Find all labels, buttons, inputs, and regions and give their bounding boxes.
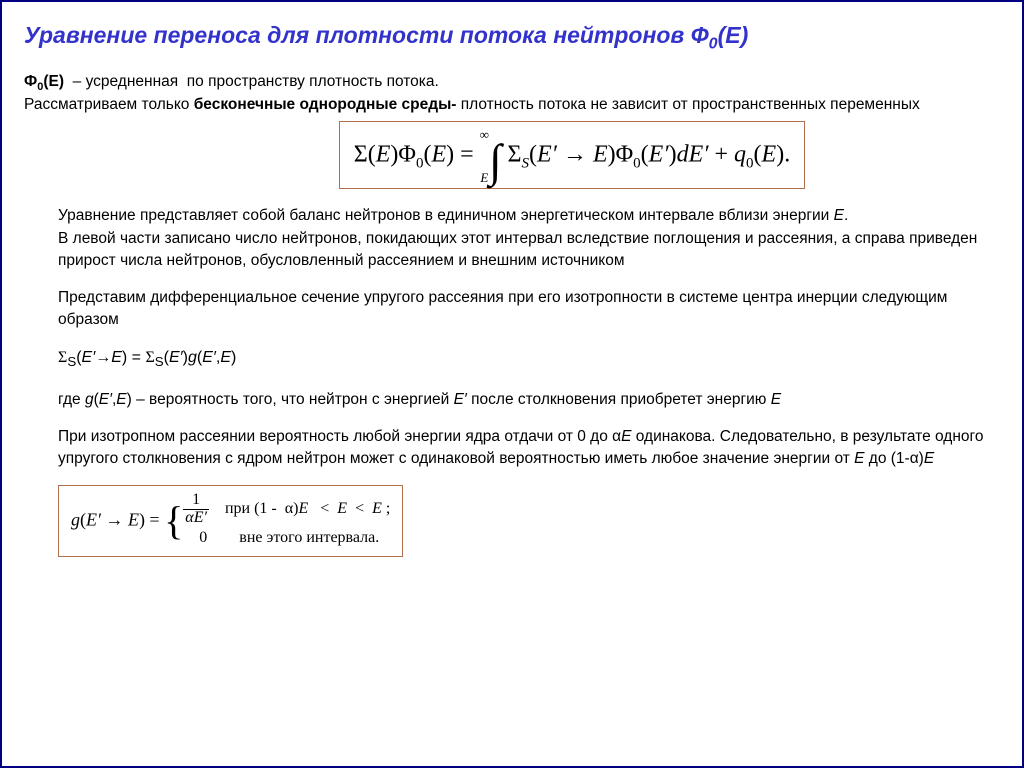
paragraph-isotropic: При изотропном рассеянии вероятность люб… bbox=[58, 426, 1000, 471]
paragraph-balance: Уравнение представляет собой баланс нейт… bbox=[58, 205, 1000, 272]
slide-frame: Уравнение переноса для плотности потока … bbox=[0, 0, 1024, 768]
paragraph-represent: Представим дифференциальное сечение упру… bbox=[58, 287, 1000, 332]
body-content: Уравнение представляет собой баланс нейт… bbox=[24, 205, 1000, 470]
sigma-equation: ΣS(E′→E) = ΣS(E′)g(E′,E) bbox=[58, 346, 1000, 372]
main-equation-box: Σ(E)Φ0(E) = ∞E∫ ΣS(E′ → E)Φ0(E′)dE′ + q0… bbox=[339, 121, 805, 189]
intro-paragraph: Ф0(Е) – усредненная по пространству плот… bbox=[24, 72, 1000, 116]
slide-title: Уравнение переноса для плотности потока … bbox=[24, 22, 1000, 54]
piecewise-equation-box: g(E′ → E) = {1αE′ при (1 - α)E < E < E ;… bbox=[58, 485, 403, 558]
paragraph-probability: где g(E′,E) – вероятность того, что нейт… bbox=[58, 389, 1000, 411]
